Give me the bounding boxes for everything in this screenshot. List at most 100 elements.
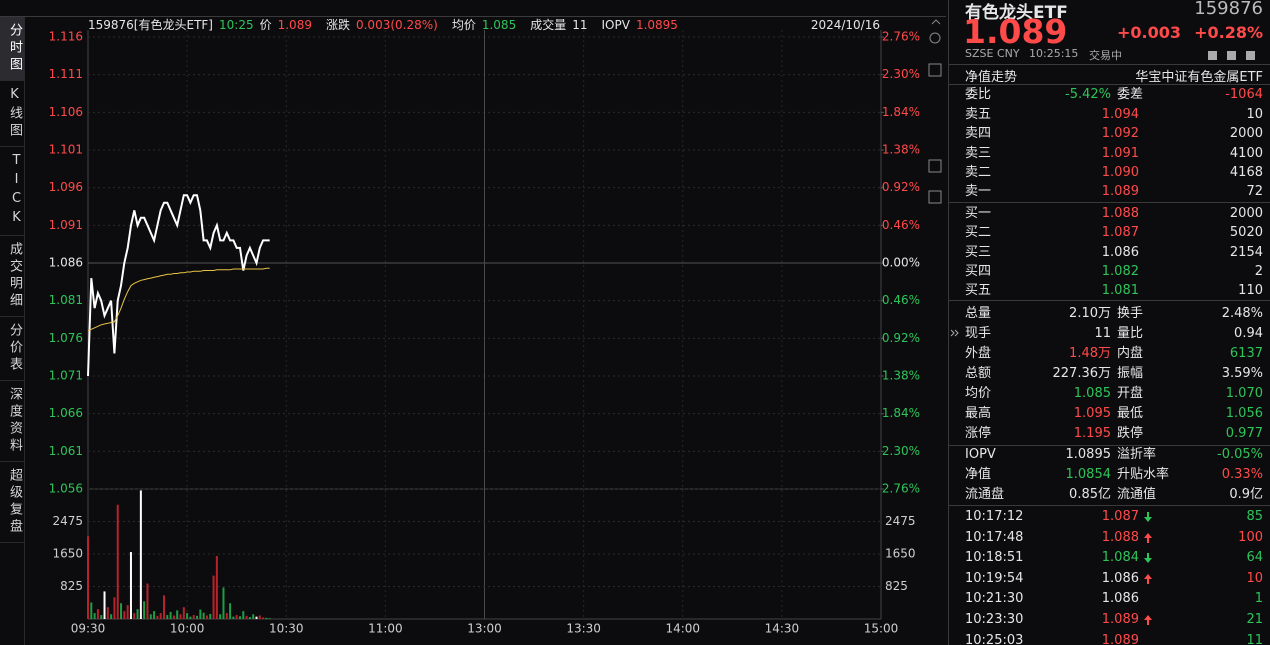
tool-button[interactable] [630, 0, 642, 16]
y2-tick-label: 0.00% [882, 256, 920, 270]
field-value: 1.056 [1225, 406, 1263, 421]
period-tab[interactable] [144, 0, 156, 16]
x-tick-label: 10:00 [170, 622, 205, 636]
collapse-toggle[interactable] [950, 329, 959, 337]
field-label: 流通值 [1117, 487, 1157, 502]
volume-bar [126, 605, 129, 619]
tool-button[interactable] [690, 0, 702, 16]
x-tick-label: 15:00 [864, 622, 899, 636]
level-label: 卖二 [965, 164, 992, 180]
view-tab[interactable]: 超级复盘 [0, 462, 24, 543]
period-toolbar [24, 0, 156, 16]
quote-exchange: SZSE [965, 47, 994, 60]
field-value: 11 [1094, 326, 1111, 341]
volume-bar [166, 615, 169, 619]
view-tab[interactable]: 分时图 [0, 17, 24, 81]
bid-row: 买二 1.087 5020 [965, 223, 1263, 242]
y-tick-label: 1.116 [49, 30, 83, 44]
trade-row: 10:21:30 1.086 1 [965, 589, 1263, 608]
separator [949, 505, 1270, 506]
quote-row: 均价 1.085 开盘 1.070 [965, 384, 1263, 403]
level-price: 1.092 [1101, 126, 1139, 142]
info-iopv-label: IOPV [601, 18, 630, 32]
view-tab[interactable]: 深度资料 [0, 381, 24, 462]
level-volume: 4100 [1229, 145, 1263, 161]
period-tab[interactable] [72, 0, 84, 16]
period-tab[interactable] [132, 0, 144, 16]
field-label: 最低 [1117, 406, 1144, 421]
quote-row: 总额 227.36万 振幅 3.59% [965, 364, 1263, 383]
tool-button[interactable] [678, 0, 690, 16]
period-tab[interactable] [60, 0, 72, 16]
quote-panel: 有色龙头ETF 159876 1.089 +0.003 +0.28% SZSE CNY 10:… [948, 0, 1270, 645]
info-price-label: 价 [259, 18, 272, 32]
y-tick-label: 1.076 [49, 331, 83, 345]
y-tick-label: 1.066 [49, 406, 83, 420]
period-tab[interactable] [48, 0, 60, 16]
y2-tick-label: 0.46% [882, 218, 920, 232]
sidebar: 分时图 K线图 TICK 成交明细 分价表 深度资料 超级复盘 [0, 17, 25, 645]
nav-tab[interactable]: 华宝中证有色金属ETF [1135, 70, 1263, 85]
period-tab[interactable] [120, 0, 132, 16]
field-label: 升贴水率 [1117, 467, 1170, 482]
trade-volume: 21 [1246, 612, 1263, 627]
volume-bar [100, 615, 103, 619]
trade-direction [1144, 512, 1152, 522]
period-tab[interactable] [36, 0, 48, 16]
period-tab[interactable] [84, 0, 96, 16]
y2-tick-label: 0.46% [882, 293, 920, 307]
volume-bar [129, 552, 132, 619]
field-value: 1.095 [1073, 406, 1111, 421]
nav-tab[interactable]: 净值走势 [965, 70, 1018, 85]
field-value: 1.0895 [1065, 447, 1112, 462]
view-tab[interactable]: TICK [0, 147, 24, 236]
trade-volume: 100 [1238, 529, 1263, 545]
view-tab[interactable]: K线图 [0, 81, 24, 147]
volume-bar [143, 601, 146, 619]
field-value: 1.48万 [1069, 346, 1111, 361]
security-name: 有色龙头ETF [965, 3, 1068, 23]
volume-bar [255, 616, 258, 619]
bid-row: 买三 1.086 2154 [965, 243, 1263, 262]
volume-bar [120, 603, 123, 619]
view-tab[interactable]: 成交明细 [0, 236, 24, 317]
view-tab[interactable]: 分价表 [0, 317, 24, 381]
quote-row: 净值 1.0854 升贴水率 0.33% [965, 465, 1263, 484]
field-label: 跌停 [1117, 426, 1144, 441]
info-iopv: 1.0895 [635, 18, 678, 32]
y2-tick-label: 0.92% [882, 331, 920, 345]
trade-direction [1144, 573, 1152, 584]
average-line [87, 267, 270, 332]
quote-time: 10:25:15 [1029, 47, 1079, 60]
level-label: 卖三 [965, 145, 992, 161]
volume-bar [222, 587, 225, 619]
separator [949, 84, 1270, 85]
field-value: 2.10万 [1069, 306, 1111, 321]
field-value: 0.33% [1221, 467, 1263, 482]
y-tick-label: 1.106 [49, 105, 83, 119]
volume-bar [262, 617, 265, 619]
period-tab[interactable] [96, 0, 108, 16]
x-tick-label: 09:30 [71, 622, 106, 636]
period-tab[interactable] [24, 0, 36, 16]
volume-bar [116, 504, 119, 619]
volume-bar [245, 615, 248, 619]
volume-bar [202, 612, 205, 619]
tool-button[interactable] [642, 0, 654, 16]
volume-bar [156, 615, 159, 619]
volume-bar [139, 490, 142, 619]
field-value: 1.0854 [1065, 467, 1112, 482]
period-tab[interactable] [108, 0, 120, 16]
quote-row: 现手 11 量比 0.94 [965, 324, 1263, 343]
quote-row: 最高 1.095 最低 1.056 [965, 404, 1263, 423]
field-value: 0.977 [1225, 426, 1263, 441]
volume-bar [182, 607, 185, 619]
tool-button[interactable] [654, 0, 666, 16]
tool-button[interactable] [666, 0, 678, 16]
level-label: 卖五 [965, 107, 992, 122]
field-label: 总额 [965, 366, 992, 381]
price-line [87, 194, 270, 377]
tool-toolbar [630, 0, 702, 16]
trade-time: 10:18:51 [965, 550, 1024, 566]
separator [949, 202, 1270, 203]
